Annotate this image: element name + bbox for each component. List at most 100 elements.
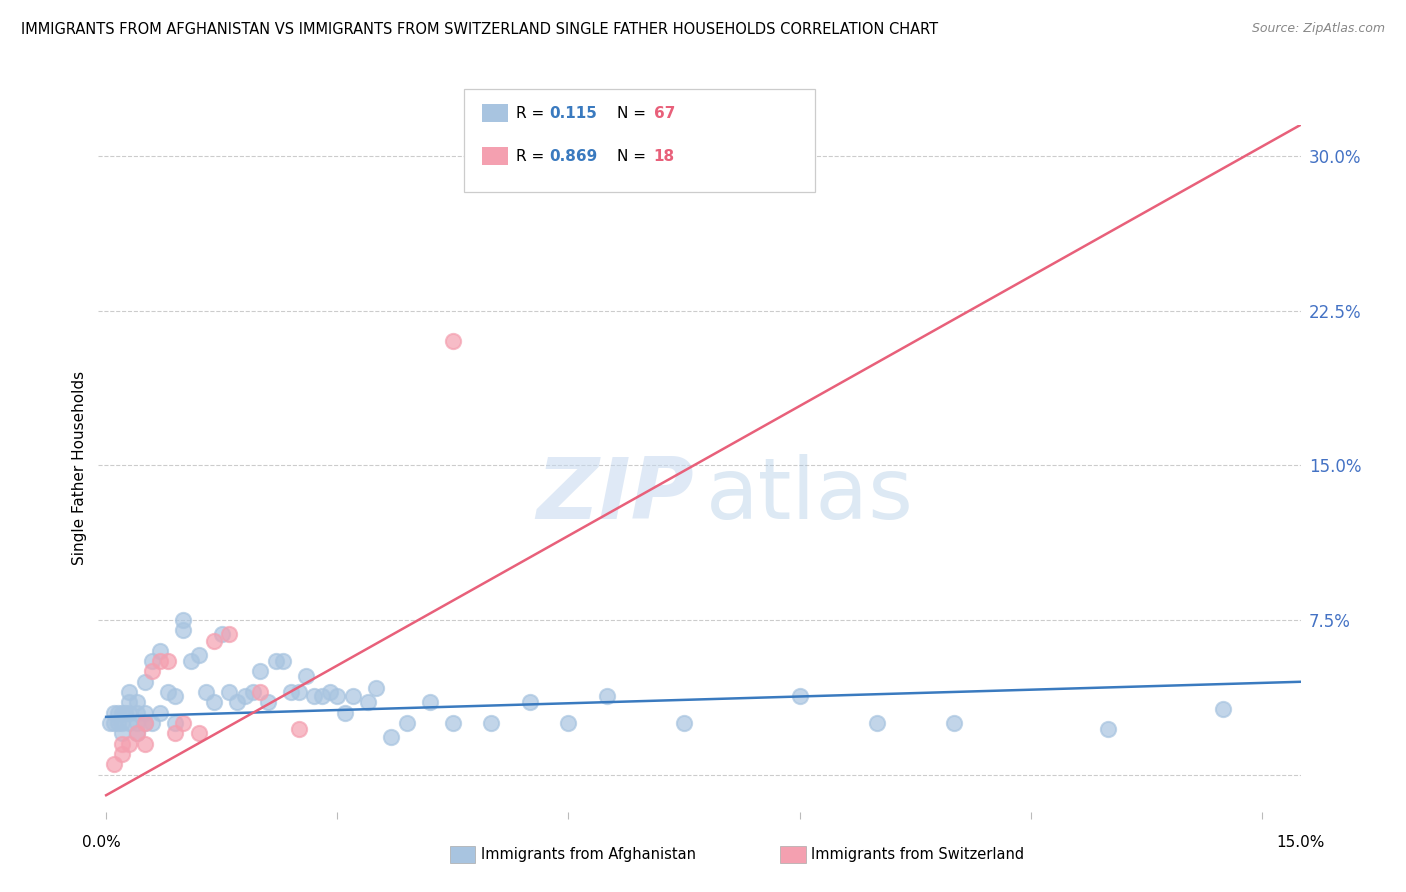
Point xyxy=(156,654,179,668)
Text: 18: 18 xyxy=(654,149,675,163)
Point xyxy=(249,685,271,699)
Point xyxy=(149,644,172,658)
Point xyxy=(156,685,179,699)
Point xyxy=(172,716,194,731)
Point xyxy=(134,674,156,689)
Point xyxy=(673,716,696,731)
Point xyxy=(1097,723,1119,737)
Text: ZIP: ZIP xyxy=(536,454,693,537)
Point xyxy=(311,690,333,704)
Text: N =: N = xyxy=(617,149,651,163)
Text: 15.0%: 15.0% xyxy=(1277,836,1324,850)
Point xyxy=(118,706,141,720)
Point xyxy=(165,690,187,704)
Point xyxy=(226,695,249,709)
Point xyxy=(172,624,194,638)
Point xyxy=(180,654,202,668)
Point xyxy=(187,726,209,740)
Point xyxy=(98,716,121,731)
Text: R =: R = xyxy=(516,149,550,163)
Point xyxy=(588,159,610,173)
Point xyxy=(141,716,163,731)
Text: 0.115: 0.115 xyxy=(550,106,598,120)
Text: atlas: atlas xyxy=(706,454,914,537)
Point xyxy=(125,706,148,720)
Point xyxy=(110,716,132,731)
Point xyxy=(380,731,402,745)
Point xyxy=(118,685,141,699)
Point xyxy=(273,654,295,668)
Point xyxy=(233,690,256,704)
Point xyxy=(125,726,148,740)
Point xyxy=(125,695,148,709)
Point xyxy=(342,690,364,704)
Point xyxy=(141,654,163,668)
Point xyxy=(134,737,156,751)
Point xyxy=(481,716,503,731)
Point xyxy=(125,716,148,731)
Point xyxy=(118,737,141,751)
Point xyxy=(218,627,240,641)
Point xyxy=(195,685,218,699)
Point xyxy=(789,690,811,704)
Point xyxy=(866,716,889,731)
Point xyxy=(114,706,136,720)
Point xyxy=(242,685,264,699)
Point xyxy=(357,695,380,709)
Point xyxy=(302,690,325,704)
Point xyxy=(288,723,311,737)
Point xyxy=(326,690,349,704)
Text: R =: R = xyxy=(516,106,550,120)
Point xyxy=(257,695,280,709)
Point xyxy=(187,648,209,662)
Point xyxy=(1212,701,1234,715)
Point xyxy=(288,685,311,699)
Point xyxy=(134,716,156,731)
Point xyxy=(596,690,619,704)
Point xyxy=(333,706,356,720)
Point xyxy=(441,334,464,349)
Point xyxy=(211,627,233,641)
Point xyxy=(149,654,172,668)
Point xyxy=(165,726,187,740)
Text: Source: ZipAtlas.com: Source: ZipAtlas.com xyxy=(1251,22,1385,36)
Point xyxy=(942,716,965,731)
Point xyxy=(149,706,172,720)
Point xyxy=(118,716,141,731)
Point xyxy=(134,706,156,720)
Point xyxy=(110,706,132,720)
Point xyxy=(218,685,240,699)
Text: N =: N = xyxy=(617,106,651,120)
Point xyxy=(395,716,418,731)
Point xyxy=(107,716,129,731)
Point xyxy=(110,747,132,761)
Point xyxy=(110,726,132,740)
Point xyxy=(295,668,318,682)
Text: IMMIGRANTS FROM AFGHANISTAN VS IMMIGRANTS FROM SWITZERLAND SINGLE FATHER HOUSEHO: IMMIGRANTS FROM AFGHANISTAN VS IMMIGRANT… xyxy=(21,22,938,37)
Point xyxy=(172,613,194,627)
Point xyxy=(110,737,132,751)
Text: Immigrants from Switzerland: Immigrants from Switzerland xyxy=(811,847,1025,862)
Text: 0.0%: 0.0% xyxy=(82,836,121,850)
Point xyxy=(103,716,125,731)
Point xyxy=(249,665,271,679)
Point xyxy=(441,716,464,731)
Point xyxy=(165,716,187,731)
Text: 0.869: 0.869 xyxy=(550,149,598,163)
Point xyxy=(264,654,287,668)
Point xyxy=(519,695,541,709)
Text: Immigrants from Afghanistan: Immigrants from Afghanistan xyxy=(481,847,696,862)
Point xyxy=(419,695,441,709)
Point xyxy=(103,706,125,720)
Point xyxy=(202,633,225,648)
Point xyxy=(318,685,340,699)
Point xyxy=(280,685,302,699)
Point xyxy=(141,665,163,679)
Point xyxy=(364,681,387,695)
Y-axis label: Single Father Households: Single Father Households xyxy=(72,371,87,566)
Text: 67: 67 xyxy=(654,106,675,120)
Point xyxy=(125,726,148,740)
Point xyxy=(118,695,141,709)
Point xyxy=(134,716,156,731)
Point xyxy=(107,706,129,720)
